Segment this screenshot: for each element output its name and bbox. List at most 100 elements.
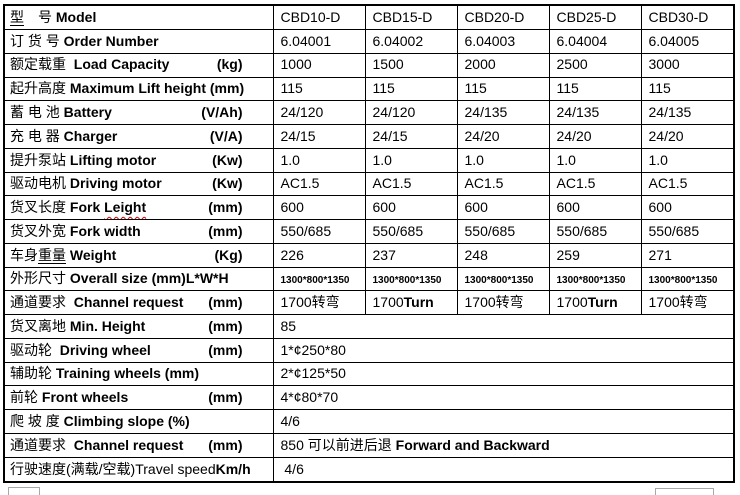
text-segment: (mm) [208,389,243,406]
cell-overall-size-2: 1300*800*1350 [364,266,458,292]
text-segment: CBD25-D [556,8,617,25]
text-segment: 1700 [280,294,312,311]
text-segment: Km/h [215,460,251,477]
cell-fork-width-2: 550/685 [364,219,458,244]
text-segment: AC1.5 [556,175,596,192]
text-segment: 1*¢250*80 [280,341,346,358]
cell-order-number-2: 6.04002 [364,29,458,54]
text-segment: (mm) [208,436,243,453]
table-row-channel-request-turn: 通道要求 Channel request (mm) 1700转弯 1700Turn 17… [3,290,735,316]
row-label-weight: 车身 重量 Weight (Kg) [3,242,274,268]
text-segment: 115 [464,80,487,97]
text-segment: 600 [372,199,396,216]
table-row-weight: 车身 重量 Weight (Kg) 226 237 248 259 271 [3,242,735,268]
cell-channel-request-turn-3: 1700转弯 [456,290,550,316]
cell-lifting-motor-1: 1.0 [272,147,366,173]
row-label-driving-motor: 驱动电机 Driving motor (Kw) [3,171,274,197]
row-label-text: 提升泵站 Lifting motor (Kw) [10,151,272,168]
table-row-channel-request-aisle: 通道要求 Channel request (mm) 850 可以前进后退 Forwa… [3,433,735,458]
row-label-text: 驱动轮 Driving wheel (mm) [10,341,272,358]
text-segment: CBD15-D [372,8,433,25]
cell-channel-request-turn-5: 1700转弯 [640,290,735,316]
text-segment: 24/135 [464,103,508,120]
row-label-max-lift-height: 起升高度 Maximum Lift height (mm) [3,76,274,102]
text-segment: 1300*800*1350 [372,275,442,287]
table-resize-handle[interactable] [655,488,714,495]
row-label-front-wheels: 前轮 Front wheels (mm) [3,385,274,411]
row-label-text: 车身 重量 Weight (Kg) [10,246,272,263]
cell-load-capacity-1: 1000 [272,52,366,78]
cell-battery-4: 24/135 [548,100,642,126]
text-segment: 6.04005 [648,32,700,49]
row-label-travel-speed: 行驶速度(满载/空载)Travel speed Km/h [3,456,274,483]
text-segment: AC1.5 [464,175,504,192]
cell-weight-4: 259 [548,242,642,268]
text-segment: (mm) [208,222,243,239]
text-segment: Turn [587,294,618,311]
table-row-order-number: 订 货 号 Order Number 6.04001 6.04002 6.04003 6… [3,29,735,54]
text-segment: (mm) [208,199,243,216]
text-segment: 2000 [464,56,496,73]
row-label-battery: 蓄 电 池 Battery (V/Ah) [3,100,274,126]
text-segment: 转弯 [311,294,340,311]
row-label-driving-wheel: 驱动轮 Driving wheel (mm) [3,337,274,363]
table-row-driving-motor: 驱动电机 Driving motor (Kw) AC1.5 AC1.5 AC1.5 AC1… [3,171,735,197]
text-segment: 1.0 [464,151,484,168]
row-label-model: 型 号 Model [3,4,274,30]
cell-battery-3: 24/135 [456,100,550,126]
text-segment: CBD30-D [648,8,709,25]
text-segment: 3000 [648,56,680,73]
cell-max-lift-height-5: 115 [640,76,735,102]
text-segment: (mm) [208,294,243,311]
text-segment: Driving motor [69,175,162,192]
cell-weight-3: 248 [456,242,550,268]
row-label-text: 通道要求 Channel request (mm) [10,436,272,453]
table-row-min-height: 货叉离地 Min. Height (mm) 85 [3,314,735,339]
cell-driving-wheel: 1*¢250*80 [272,337,735,363]
text-segment: 1700 [556,294,588,311]
text-segment: 行驶速度(满载/空载)Travel speed [10,460,216,477]
text-segment: (Kw) [212,151,243,168]
text-segment: 货叉外宽 [10,222,70,239]
text-segment: 115 [372,80,395,97]
text-segment: 爬 坡 度 [10,412,64,429]
text-segment: AC1.5 [372,175,412,192]
text-segment: CBD10-D [280,8,341,25]
text-segment: (V/A) [209,127,243,144]
text-segment: 1700 [372,294,404,311]
text-segment: 1700 [648,294,680,311]
text-segment: 1.0 [648,151,668,168]
cell-order-number-3: 6.04003 [456,29,550,54]
row-label-text: 前轮 Front wheels (mm) [10,389,272,406]
cell-fork-length-3: 600 [456,195,550,221]
text-segment: 充 电 器 [10,127,64,144]
cell-fork-length-4: 600 [548,195,642,221]
cell-channel-request-aisle: 850 可以前进后退 Forward and Backward [272,433,735,458]
cell-driving-motor-4: AC1.5 [548,171,642,197]
cell-channel-request-turn-1: 1700转弯 [272,290,366,316]
text-segment: 1300*800*1350 [464,275,534,287]
text-segment: 6.04002 [372,32,424,49]
text-segment: 车身 [10,246,38,263]
text-segment: 通道要求 [10,294,74,311]
cell-fork-length-5: 600 [640,195,735,221]
cell-overall-size-4: 1300*800*1350 [548,266,642,292]
text-segment: Front wheels [41,389,129,406]
table-row-travel-speed: 行驶速度(满载/空载)Travel speed Km/h 4/6 [3,456,735,483]
text-segment: Driving wheel [59,341,151,358]
text-segment: Climbing slope (%) [63,412,190,429]
text-segment: 237 [372,246,396,263]
text-segment: 24/20 [464,127,500,144]
text-segment: Channel request [73,436,184,453]
cell-climbing-slope: 4/6 [272,409,735,435]
text-segment: 24/120 [280,103,324,120]
text-segment: 24/135 [648,103,692,120]
row-label-text: 通道要求 Channel request (mm) [10,294,272,311]
text-segment: (mm) [208,341,243,358]
table-row-load-capacity: 额定载重 Load Capacity (kg) 1000 1500 2000 2500 30… [3,52,735,78]
text-segment: 550/685 [556,222,608,239]
text-segment: 转弯 [679,294,708,311]
cell-model-4: CBD25-D [548,4,642,30]
row-label-overall-size: 外形尺寸 Overall size (mm)L*W*H [3,266,274,292]
